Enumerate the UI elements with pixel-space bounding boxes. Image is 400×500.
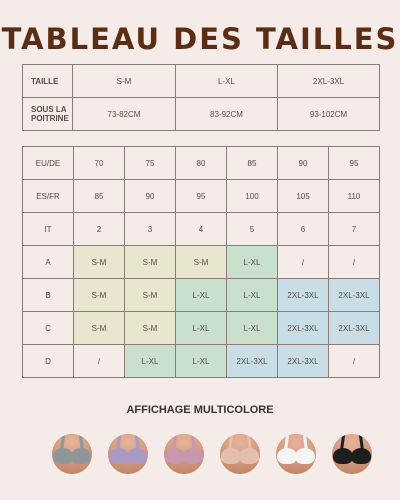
color-swatches [52,434,372,478]
table-row: D / L-XL L-XL 2XL-3XL 2XL-3XL / [22,344,380,378]
row-label-taille: TAILLE [22,64,73,98]
table-cell: 83-92CM [175,97,278,131]
table-cell: L-XL [175,64,278,98]
color-swatch-nude[interactable] [220,434,260,474]
table-row: B S-M S-M L-XL L-XL 2XL-3XL 2XL-3XL [22,278,380,312]
page-title: TABLEAU DES TAILLES [1,22,399,56]
color-swatch-grey[interactable] [52,434,92,474]
table-cell: 100 [226,179,278,213]
table-cell: 2XL-3XL [277,344,329,378]
table-cell: 85 [226,146,278,180]
row-label-sous-la-poitrine: SOUS LA POITRINE [22,97,73,131]
table-row: IT 2 3 4 5 6 7 [22,212,380,246]
row-label: A [22,245,74,279]
table-cell: 2XL-3XL [277,278,329,312]
table-cell: L-XL [226,278,278,312]
table-cell: S-M [124,311,176,345]
table-cell: S-M [73,278,125,312]
row-label: ES/FR [22,179,74,213]
table-cell: 4 [175,212,227,246]
table-cell: S-M [73,311,125,345]
table-cell: S-M [73,245,125,279]
table-row: A S-M S-M S-M L-XL / / [22,245,380,279]
table-cell: S-M [175,245,227,279]
color-swatch-pink[interactable] [164,434,204,474]
table-row: EU/DE 70 75 80 85 90 95 [22,146,380,180]
table-cell: 95 [175,179,227,213]
table-cell: / [328,245,380,279]
table-cell: L-XL [226,311,278,345]
row-label: B [22,278,74,312]
table-cell: 105 [277,179,329,213]
table-cell: / [277,245,329,279]
table-cell: L-XL [124,344,176,378]
row-label: D [22,344,74,378]
table-cell: 3 [124,212,176,246]
table-cell: 70 [73,146,125,180]
table-cell: 75 [124,146,176,180]
table-cell: 93-102CM [277,97,380,131]
table-cell: 2XL-3XL [277,311,329,345]
table-cell: S-M [72,64,176,98]
table-cell: 90 [124,179,176,213]
table-row: ES/FR 85 90 95 100 105 110 [22,179,380,213]
table-cell: / [328,344,380,378]
table-row: TAILLE S-M L-XL 2XL-3XL [22,64,380,98]
table-cell: / [73,344,125,378]
table-cell: L-XL [175,344,227,378]
table-cell: 5 [226,212,278,246]
color-swatch-lilac[interactable] [108,434,148,474]
row-label: C [22,311,74,345]
size-table: TAILLE S-M L-XL 2XL-3XL SOUS LA POITRINE… [22,64,380,131]
row-label: IT [22,212,74,246]
color-swatch-black[interactable] [332,434,372,474]
table-cell: L-XL [175,311,227,345]
conversion-table: EU/DE 70 75 80 85 90 95 ES/FR 85 90 95 100 105 110 IT 2… [22,146,380,378]
table-row: C S-M S-M L-XL L-XL 2XL-3XL 2XL-3XL [22,311,380,345]
table-cell: L-XL [226,245,278,279]
table-cell: 110 [328,179,380,213]
color-swatch-white[interactable] [276,434,316,474]
row-label: EU/DE [22,146,74,180]
table-cell: 2XL-3XL [328,278,380,312]
table-cell: S-M [124,278,176,312]
table-cell: S-M [124,245,176,279]
table-cell: 73-82CM [72,97,176,131]
table-row: SOUS LA POITRINE 73-82CM 83-92CM 93-102C… [22,97,380,131]
table-cell: 80 [175,146,227,180]
table-cell: 2XL-3XL [226,344,278,378]
table-cell: 2 [73,212,125,246]
table-cell: L-XL [175,278,227,312]
table-cell: 90 [277,146,329,180]
multicolor-caption: AFFICHAGE MULTICOLORE [126,404,274,416]
table-cell: 95 [328,146,380,180]
table-cell: 2XL-3XL [277,64,380,98]
table-cell: 2XL-3XL [328,311,380,345]
table-cell: 85 [73,179,125,213]
table-cell: 6 [277,212,329,246]
table-cell: 7 [328,212,380,246]
